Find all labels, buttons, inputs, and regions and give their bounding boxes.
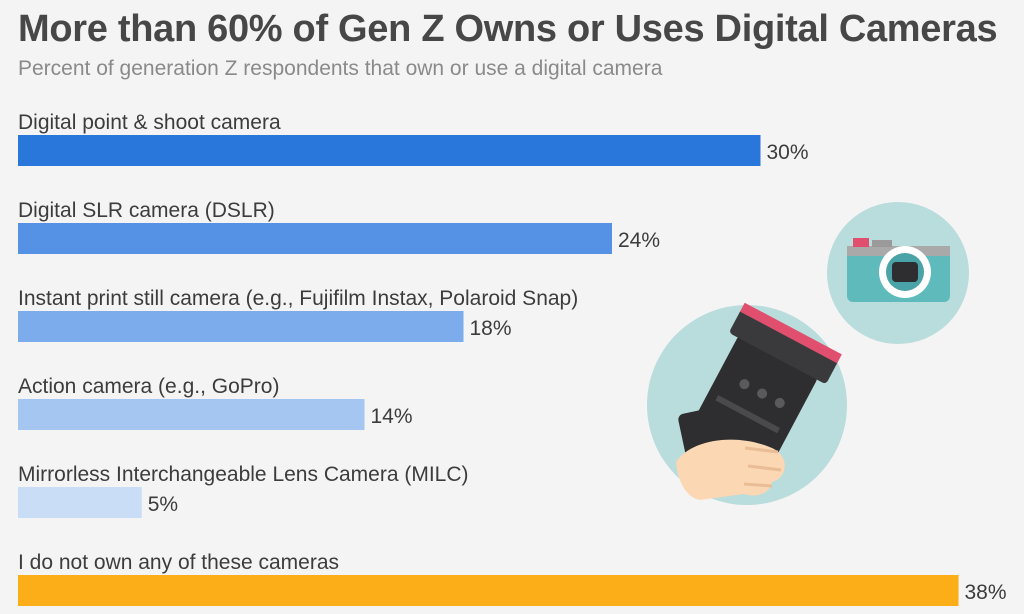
- category-label: Action camera (e.g., GoPro): [18, 375, 279, 398]
- bar: [18, 399, 365, 430]
- camera-icon: [827, 202, 969, 344]
- value-label: 38%: [965, 581, 1007, 604]
- chart-subtitle: Percent of generation Z respondents that…: [18, 57, 663, 80]
- bar: [18, 135, 761, 166]
- value-label: 24%: [618, 229, 660, 252]
- value-label: 5%: [148, 493, 178, 516]
- category-label: Digital point & shoot camera: [18, 111, 281, 134]
- bar: [18, 487, 142, 518]
- bar: [18, 575, 959, 606]
- category-label: Mirrorless Interchangeable Lens Camera (…: [18, 463, 469, 486]
- category-label: Instant print still camera (e.g., Fujifi…: [18, 287, 578, 310]
- category-label: Digital SLR camera (DSLR): [18, 199, 275, 222]
- bars-layer: Digital point & shoot camera 30% Digital S…: [18, 111, 1007, 606]
- value-label: 30%: [767, 141, 809, 164]
- bar: [18, 223, 612, 254]
- value-label: 18%: [470, 317, 512, 340]
- bar: [18, 311, 464, 342]
- chart-title: More than 60% of Gen Z Owns or Uses Digi…: [18, 8, 998, 50]
- value-label: 14%: [371, 405, 413, 428]
- camera-lens-in-hand-icon: [647, 302, 847, 505]
- category-label: I do not own any of these cameras: [18, 551, 339, 574]
